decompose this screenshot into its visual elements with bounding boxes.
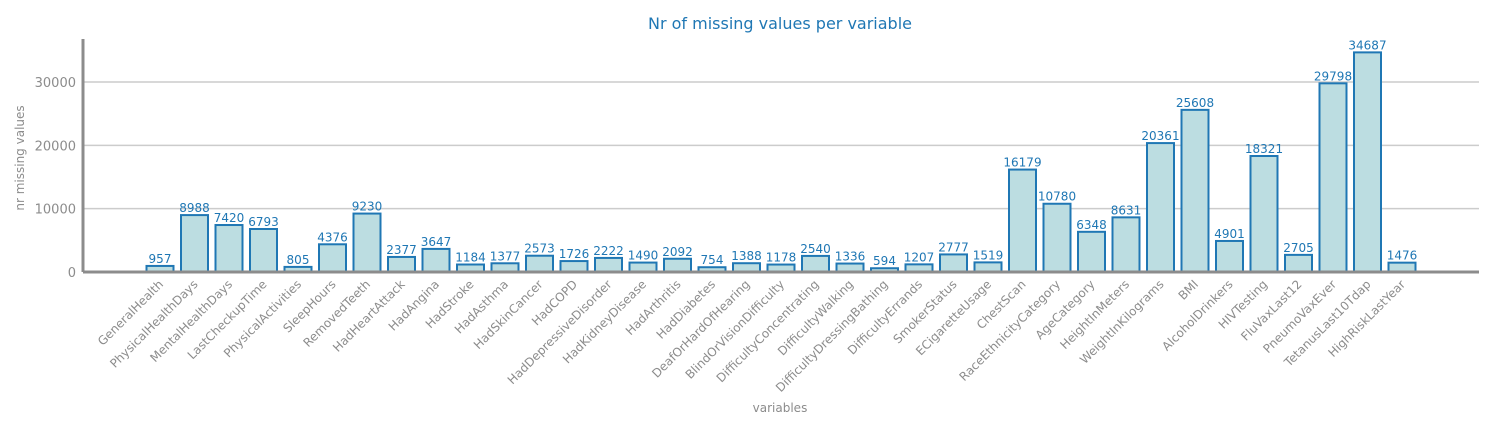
bar xyxy=(1284,253,1313,273)
bar-value-label: 4376 xyxy=(317,230,348,244)
bar-value-label: 1207 xyxy=(904,250,935,264)
y-tick-label: 10000 xyxy=(35,203,76,218)
bar xyxy=(663,257,692,273)
y-axis-label: nr missing values xyxy=(13,105,27,210)
bar-value-label: 2777 xyxy=(938,240,969,254)
bar-value-label: 2573 xyxy=(524,242,555,256)
bar xyxy=(1353,51,1382,273)
bar-value-label: 18321 xyxy=(1245,142,1283,156)
y-tick-label: 30000 xyxy=(35,76,76,91)
bar xyxy=(387,255,416,274)
bar xyxy=(1008,168,1037,274)
bar-value-label: 1388 xyxy=(731,249,762,263)
bar-value-label: 4901 xyxy=(1214,227,1245,241)
bar xyxy=(939,253,968,273)
bar-value-label: 1726 xyxy=(559,247,590,261)
bar xyxy=(1146,142,1175,273)
bar-value-label: 594 xyxy=(873,254,896,268)
bar xyxy=(1249,155,1279,273)
bar-value-label: 7420 xyxy=(214,211,245,225)
bar-value-label: 34687 xyxy=(1348,38,1386,52)
x-tick-label: BMI xyxy=(1176,277,1202,303)
bar-value-label: 8631 xyxy=(1111,203,1142,217)
bar-value-label: 2540 xyxy=(800,242,831,256)
bar-value-label: 1476 xyxy=(1387,249,1418,263)
bar xyxy=(1318,82,1348,273)
grid-lines xyxy=(83,81,1479,210)
bar-value-label: 2222 xyxy=(593,244,624,258)
bar xyxy=(559,260,589,274)
bar-value-label: 3647 xyxy=(421,235,452,249)
bar-value-label: 1178 xyxy=(766,251,797,265)
y-axis-ticks: 0 10000 20000 30000 xyxy=(35,76,76,281)
bar xyxy=(594,256,623,274)
bar xyxy=(421,247,451,273)
bar-value-label: 1336 xyxy=(835,250,866,264)
bar-value-label: 805 xyxy=(287,253,310,267)
bar-value-label: 9230 xyxy=(352,200,383,214)
bar-value-label: 29798 xyxy=(1314,69,1352,83)
bar-value-label: 1519 xyxy=(973,248,1004,262)
bar xyxy=(180,214,209,274)
bar-value-label: 2092 xyxy=(662,245,693,259)
bar xyxy=(249,227,278,274)
bar xyxy=(214,224,244,274)
x-axis-ticks: GeneralHealthPhysicalHealthDaysMentalHea… xyxy=(95,277,1408,395)
y-tick-label: 20000 xyxy=(35,139,76,154)
bar xyxy=(1111,216,1141,273)
bar-value-label: 2705 xyxy=(1283,241,1314,255)
bar-value-label: 20361 xyxy=(1141,129,1179,143)
bar-value-label: 8988 xyxy=(179,201,210,215)
x-axis-label: variables xyxy=(753,401,808,415)
bar-value-label: 957 xyxy=(149,252,172,266)
bar-value-label: 25608 xyxy=(1176,96,1214,110)
bar xyxy=(1077,230,1106,273)
bar-value-label: 6793 xyxy=(248,215,279,229)
bar xyxy=(525,254,554,274)
bar xyxy=(352,212,382,274)
chart-title: Nr of missing values per variable xyxy=(648,14,912,33)
bar-value-label: 10780 xyxy=(1038,190,1076,204)
bar xyxy=(318,243,347,273)
bar xyxy=(1215,239,1244,273)
bar xyxy=(1180,108,1210,273)
bar-value-label: 6348 xyxy=(1076,218,1107,232)
y-tick-label: 0 xyxy=(68,266,76,281)
bar-value-label: 2377 xyxy=(386,243,417,257)
bar-value-label: 16179 xyxy=(1003,156,1041,170)
bar-value-label: 1377 xyxy=(490,249,521,263)
bar xyxy=(1042,202,1072,274)
bar xyxy=(801,254,830,274)
bar-value-label: 1184 xyxy=(455,251,486,265)
bar-value-label: 754 xyxy=(701,253,724,267)
bars xyxy=(145,51,1417,274)
bar-value-label: 1490 xyxy=(628,249,659,263)
